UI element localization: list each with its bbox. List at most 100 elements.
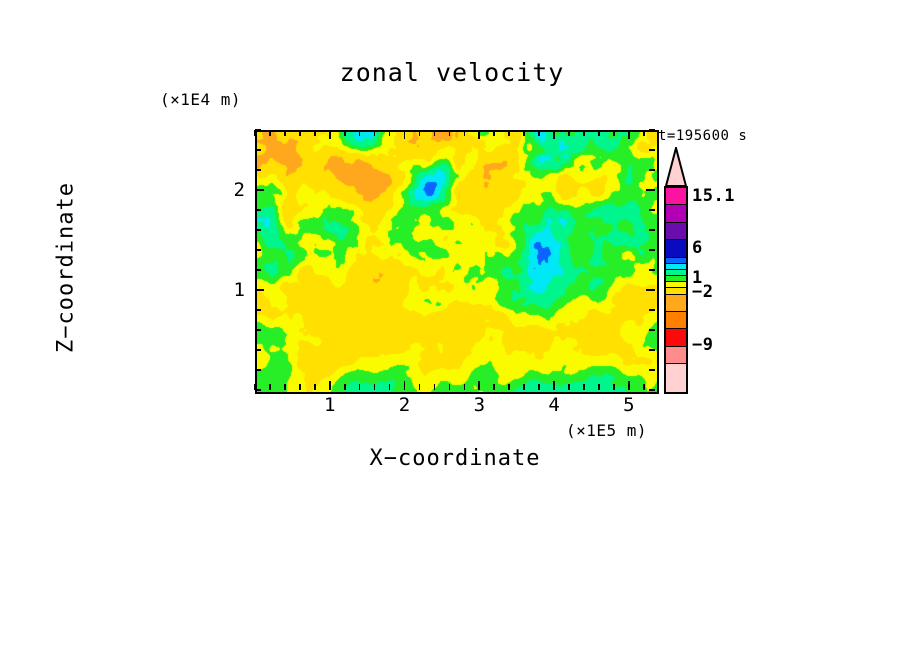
colorbar-band: [666, 364, 686, 392]
x-tick-top: [448, 130, 451, 136]
colorbar-band: [666, 240, 686, 258]
x-tick-top: [314, 130, 316, 136]
x-tick-bottom: [493, 384, 496, 390]
y-tick-right: [649, 249, 655, 251]
colorbar-band: [666, 311, 686, 330]
x-tick-bottom: [358, 384, 361, 390]
x-tick-top: [642, 130, 645, 136]
x-tick-label: 2: [398, 394, 411, 416]
x-tick-top: [568, 130, 570, 136]
y-tick-left: [255, 209, 261, 211]
y-tick-right: [649, 309, 655, 311]
y-tick-left: [255, 369, 261, 371]
y-tick-left: [255, 329, 261, 331]
x-tick-label: 5: [623, 394, 635, 416]
colorbar-band: [666, 222, 686, 241]
x-tick-bottom: [642, 384, 645, 390]
y-tick-right: [649, 269, 655, 271]
x-tick-bottom: [284, 384, 286, 390]
colorbar-tick-label: 1: [692, 268, 703, 288]
x-tick-label: 3: [473, 394, 486, 416]
x-tick-bottom: [418, 384, 421, 390]
x-tick-bottom: [598, 384, 600, 390]
x-tick-top: [583, 130, 585, 136]
x-tick-bottom: [613, 384, 615, 390]
x-tick-top: [299, 130, 301, 136]
colorbar-band: [666, 269, 686, 277]
x-tick-top: [463, 130, 466, 136]
x-tick-bottom: [254, 384, 256, 390]
x-tick-bottom: [299, 384, 301, 390]
x-tick-top: [403, 130, 406, 139]
x-tick-bottom: [538, 384, 540, 390]
z-axis-title: Z−coordinate: [53, 182, 79, 353]
x-tick-top: [418, 130, 421, 136]
y-tick-right: [649, 229, 655, 231]
y-tick-left: [255, 309, 261, 311]
x-tick-top: [553, 130, 555, 139]
x-tick-bottom: [328, 381, 331, 390]
y-tick-left: [255, 129, 261, 131]
colorbar-band: [666, 282, 686, 289]
x-tick-bottom: [568, 384, 570, 390]
colorbar-band: [666, 294, 686, 312]
y-tick-left: [255, 229, 261, 231]
y-tick-right: [649, 329, 655, 331]
x-tick-bottom: [553, 381, 555, 390]
x-tick-bottom: [343, 384, 346, 390]
colorbar-band: [666, 263, 686, 270]
y-tick-right: [649, 349, 655, 351]
x-tick-top: [388, 130, 391, 136]
time-stamp-label: t=195600 s: [658, 128, 748, 144]
y-tick-right: [649, 149, 655, 151]
x-tick-top: [269, 130, 271, 136]
x-tick-top: [433, 130, 436, 136]
x-tick-top: [538, 130, 540, 136]
x-tick-top: [598, 130, 600, 136]
colorbar-band: [666, 346, 686, 365]
colorbar-tick-label: −9: [692, 335, 714, 355]
x-axis-unit-label: (×1E5 m): [566, 421, 648, 440]
z-axis-unit-label: (×1E4 m): [160, 90, 242, 109]
x-tick-bottom: [403, 381, 406, 390]
x-tick-top: [628, 130, 630, 139]
colorbar-band: [666, 257, 686, 264]
x-tick-top: [478, 130, 481, 139]
colorbar-band: [666, 276, 686, 283]
x-tick-bottom: [433, 384, 436, 390]
y-tick-right: [649, 169, 655, 171]
colorbar-band: [666, 188, 686, 206]
y-tick-left: [255, 249, 261, 251]
colorbar-band: [666, 329, 686, 347]
x-axis-title: X−coordinate: [369, 446, 541, 471]
x-tick-label: 1: [324, 394, 336, 416]
x-tick-bottom: [388, 384, 391, 390]
y-tick-label: 1: [233, 279, 245, 301]
colorbar-arrow-icon: [664, 147, 688, 187]
x-tick-bottom: [314, 384, 316, 390]
x-tick-bottom: [373, 384, 376, 390]
y-tick-left: [255, 349, 261, 351]
y-tick-right: [649, 389, 655, 391]
colorbar-tick-label: −2: [692, 282, 714, 302]
y-tick-left: [255, 149, 261, 151]
x-tick-top: [493, 130, 496, 136]
colorbar-tick-label: 6: [692, 238, 703, 258]
x-tick-top: [373, 130, 376, 136]
x-tick-top: [343, 130, 346, 136]
contour-plot-area: [255, 130, 659, 394]
x-tick-bottom: [269, 384, 271, 390]
colorbar-tick-label: 15.1: [692, 186, 735, 206]
page-title: zonal velocity: [339, 58, 565, 87]
colorbar-band: [666, 205, 686, 223]
x-tick-top: [358, 130, 361, 136]
x-tick-label: 4: [548, 394, 560, 416]
x-tick-bottom: [463, 384, 466, 390]
x-tick-bottom: [448, 384, 451, 390]
y-tick-right: [649, 209, 655, 211]
x-tick-top: [613, 130, 615, 136]
x-tick-bottom: [583, 384, 585, 390]
y-tick-left: [255, 269, 261, 271]
x-tick-top: [328, 130, 331, 139]
